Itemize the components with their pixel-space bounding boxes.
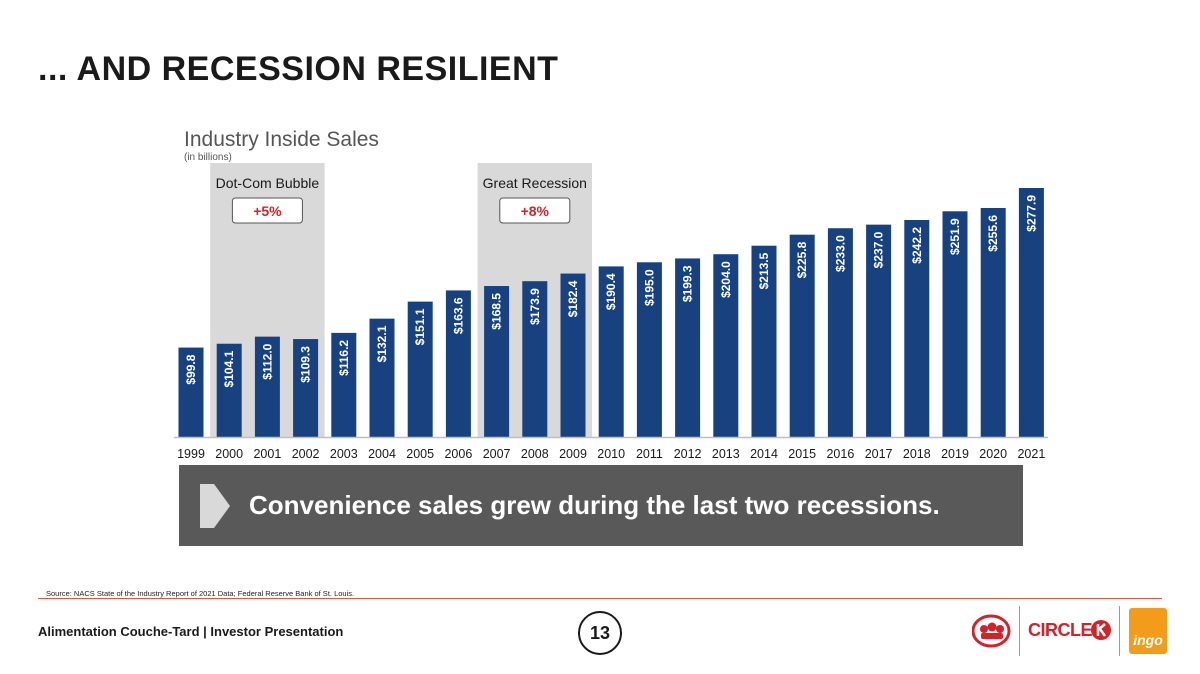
bar-value-label: $151.1 xyxy=(413,308,427,345)
x-tick-label: 2005 xyxy=(406,447,434,461)
x-tick-label: 2004 xyxy=(368,447,396,461)
bar-value-label: $173.9 xyxy=(528,288,542,325)
x-tick-label: 2015 xyxy=(788,447,816,461)
chart-title: Industry Inside Sales xyxy=(184,128,379,151)
industry-sales-bar-chart: Dot-Com Bubble +5% Great Recession +8% $99.8… xyxy=(174,163,1048,461)
callout-banner: Convenience sales grew during the last t… xyxy=(179,465,1023,546)
logo-separator xyxy=(1119,606,1120,656)
bar xyxy=(254,336,280,437)
bar xyxy=(751,245,777,437)
recession-label: Great Recession xyxy=(483,175,587,191)
bar xyxy=(484,286,510,437)
circle-k-logo-icon xyxy=(1091,620,1111,640)
x-tick-label: 2010 xyxy=(597,447,625,461)
bar-value-label: $182.4 xyxy=(566,280,580,317)
x-tick-label: 2008 xyxy=(521,447,549,461)
bar xyxy=(445,290,471,437)
brand-logos: CIRCLE ingo xyxy=(972,606,1172,660)
bar xyxy=(713,254,739,437)
bar-value-label: $204.0 xyxy=(719,261,733,298)
x-tick-label: 2007 xyxy=(483,447,511,461)
slide-title: ... AND RECESSION RESILIENT xyxy=(38,50,559,88)
footer-company: Alimentation Couche-Tard | Investor Pres… xyxy=(38,624,344,639)
bar-value-label: $277.9 xyxy=(1024,195,1038,232)
bar-value-label: $237.0 xyxy=(872,231,886,268)
bar xyxy=(178,347,204,437)
ingo-logo-text: ingo xyxy=(1133,632,1163,648)
x-tick-label: 2002 xyxy=(292,447,320,461)
bar xyxy=(827,228,853,437)
bar xyxy=(1018,188,1044,437)
circle-k-logo-text: CIRCLE xyxy=(1028,620,1093,640)
bar xyxy=(407,301,433,437)
x-tick-label: 2001 xyxy=(253,447,281,461)
bar-value-label: $251.9 xyxy=(948,218,962,255)
bar xyxy=(789,234,815,437)
bar-value-label: $99.8 xyxy=(184,354,198,384)
recession-label: Dot-Com Bubble xyxy=(216,175,320,191)
x-tick-label: 2006 xyxy=(444,447,472,461)
chart-subtitle: (in billions) xyxy=(184,152,232,163)
x-tick-label: 2016 xyxy=(826,447,854,461)
x-tick-label: 2020 xyxy=(979,447,1007,461)
chevron-right-icon xyxy=(200,484,230,528)
bar xyxy=(216,343,242,437)
x-tick-label: 1999 xyxy=(177,447,205,461)
footer-divider xyxy=(38,598,1162,599)
bar-value-label: $132.1 xyxy=(375,325,389,362)
x-tick-label: 2019 xyxy=(941,447,969,461)
bar xyxy=(942,211,968,437)
bar-value-label: $242.2 xyxy=(910,227,924,264)
growth-badge xyxy=(231,197,303,224)
bar-value-label: $255.6 xyxy=(986,215,1000,252)
growth-badge xyxy=(499,197,571,224)
bar-value-label: $168.5 xyxy=(490,293,504,330)
bar xyxy=(675,258,701,437)
bar xyxy=(980,207,1006,437)
bar xyxy=(331,332,357,437)
x-tick-label: 2012 xyxy=(674,447,702,461)
bar xyxy=(904,219,930,437)
bar xyxy=(866,224,892,437)
bar xyxy=(598,266,624,437)
x-tick-label: 2021 xyxy=(1017,447,1045,461)
growth-badge-label: +8% xyxy=(521,203,550,219)
bar-value-label: $195.0 xyxy=(642,269,656,306)
bar-value-label: $190.4 xyxy=(604,273,618,310)
bar-value-label: $163.6 xyxy=(451,297,465,334)
x-tick-label: 2014 xyxy=(750,447,778,461)
growth-badge-label: +5% xyxy=(253,203,282,219)
page-number: 13 xyxy=(578,611,622,655)
bar-value-label: $109.3 xyxy=(299,346,313,383)
bar-value-label: $112.0 xyxy=(260,343,274,379)
bar xyxy=(522,281,548,437)
x-tick-label: 2017 xyxy=(865,447,893,461)
bar xyxy=(369,318,395,437)
x-tick-label: 2003 xyxy=(330,447,358,461)
bar-value-label: $233.0 xyxy=(833,235,847,272)
source-note: Source: NACS State of the Industry Repor… xyxy=(46,589,355,598)
x-tick-label: 2011 xyxy=(636,447,663,461)
bar xyxy=(293,339,319,437)
bar xyxy=(636,262,662,437)
x-tick-label: 2000 xyxy=(215,447,243,461)
logo-separator xyxy=(1019,606,1020,656)
callout-text: Convenience sales grew during the last t… xyxy=(249,490,940,520)
couche-tard-logo xyxy=(972,614,1011,648)
x-tick-label: 2018 xyxy=(903,447,931,461)
ingo-logo: ingo xyxy=(1129,608,1167,654)
x-tick-label: 2009 xyxy=(559,447,587,461)
bar-value-label: $225.8 xyxy=(795,241,809,278)
bar-value-label: $213.5 xyxy=(757,252,771,289)
bar xyxy=(560,273,586,437)
x-tick-label: 2013 xyxy=(712,447,740,461)
bar-value-label: $199.3 xyxy=(681,265,695,302)
bar-value-label: $104.1 xyxy=(222,350,236,387)
bar-value-label: $116.2 xyxy=(337,340,351,376)
